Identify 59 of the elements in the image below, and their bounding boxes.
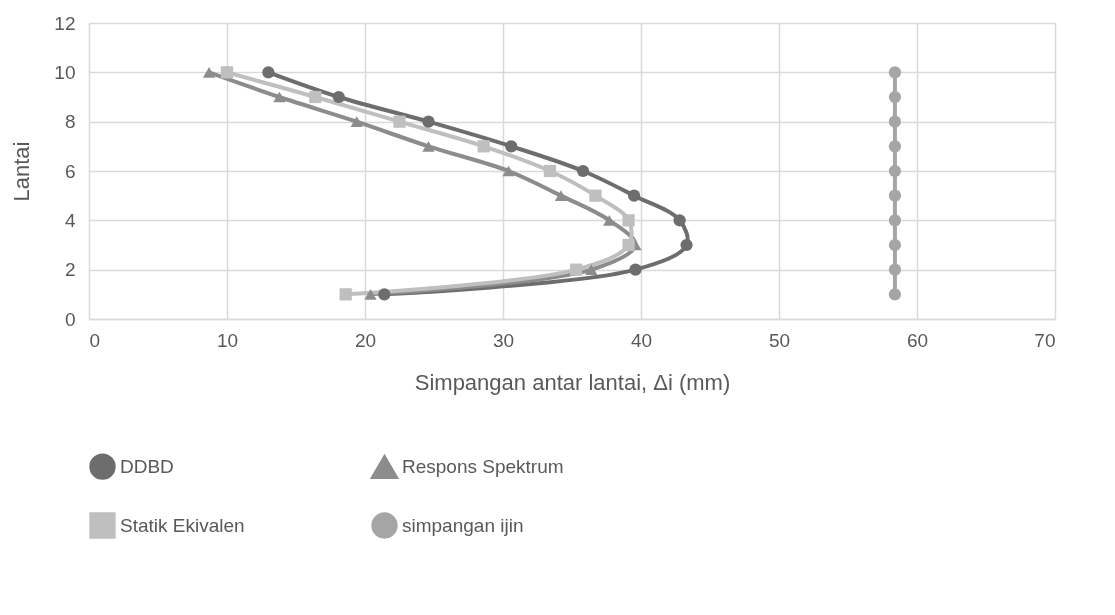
point	[888, 263, 902, 276]
y-axis-title: Lantai	[9, 141, 35, 202]
point	[888, 288, 902, 301]
point	[422, 115, 435, 128]
point	[888, 214, 902, 227]
y-tick-label: 4	[64, 209, 76, 231]
point	[422, 141, 435, 152]
point	[505, 140, 518, 153]
point	[589, 189, 602, 202]
point	[309, 90, 322, 104]
point	[888, 90, 902, 104]
x-tick-label: 50	[768, 329, 791, 351]
point	[220, 66, 234, 79]
point	[570, 263, 583, 276]
point	[627, 189, 641, 202]
point	[554, 190, 568, 201]
x-tick-label: 70	[1034, 329, 1056, 351]
y-tick-label: 0	[64, 308, 76, 330]
legend-label: DDBD	[120, 455, 174, 477]
point	[477, 140, 490, 153]
point	[273, 91, 286, 103]
point	[888, 115, 902, 128]
point	[888, 66, 902, 79]
y-tick-label: 10	[54, 61, 76, 83]
point	[502, 165, 515, 177]
point	[888, 238, 902, 252]
point	[364, 289, 377, 300]
legend-label: Statik Ekivalen	[120, 514, 245, 536]
y-tick-label: 12	[54, 12, 76, 34]
x-tick-label: 60	[906, 329, 929, 351]
point	[622, 214, 635, 227]
point	[673, 214, 686, 227]
point	[339, 288, 352, 301]
point	[543, 164, 557, 178]
x-tick-label: 10	[216, 329, 239, 351]
point	[378, 288, 391, 301]
point	[393, 115, 406, 128]
point	[202, 67, 216, 78]
x-tick-label: 30	[492, 329, 515, 351]
x-tick-label: 0	[89, 329, 101, 351]
legend-label: Respons Spektrum	[402, 456, 564, 478]
point	[680, 238, 693, 252]
y-tick-label: 2	[64, 259, 76, 281]
x-tick-label: 20	[354, 329, 377, 351]
point	[350, 116, 363, 127]
point	[262, 66, 275, 79]
x-axis-title: Simpangan antar lantai, Δi (mm)	[414, 369, 731, 395]
legend-label: simpangan ijin	[402, 514, 524, 536]
point	[332, 90, 345, 104]
y-tick-label: 6	[64, 160, 76, 182]
point	[888, 189, 902, 202]
point	[622, 238, 635, 252]
point	[888, 164, 902, 178]
point	[629, 263, 642, 276]
x-tick-label: 40	[630, 329, 653, 351]
y-tick-label: 8	[64, 111, 76, 133]
point	[888, 140, 902, 153]
point	[576, 164, 590, 178]
point	[585, 264, 598, 275]
